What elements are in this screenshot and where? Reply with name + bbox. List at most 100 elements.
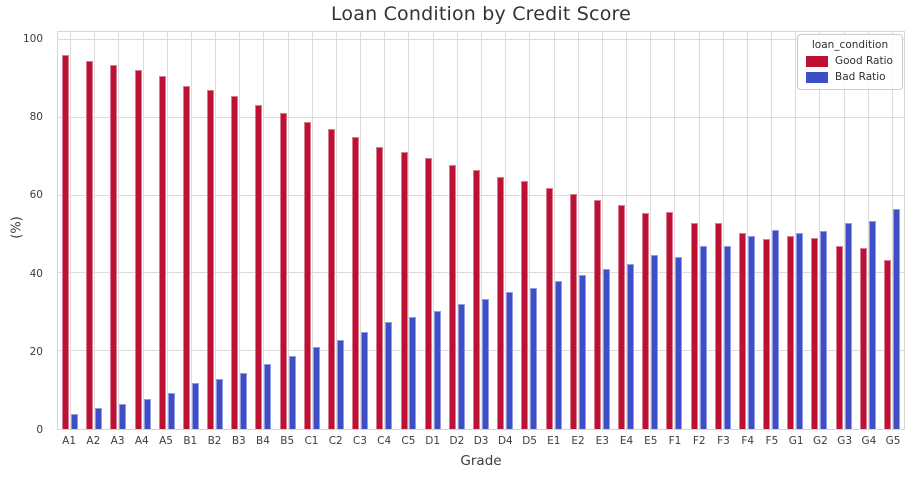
x-tick-label: G2	[812, 435, 828, 447]
vertical-gridline	[553, 32, 555, 429]
vertical-gridline	[408, 32, 410, 429]
good-ratio-bar	[545, 188, 553, 429]
bad-ratio-bar	[482, 299, 489, 429]
legend-item-label: Bad Ratio	[835, 71, 886, 83]
plot-area: loan_condition Good Ratio Bad Ratio	[57, 31, 905, 430]
good-ratio-bar	[690, 223, 698, 429]
good-ratio-bar	[738, 232, 746, 429]
good-ratio-bar	[714, 222, 722, 429]
legend-items: Good Ratio Bad Ratio	[806, 55, 894, 83]
x-tick-label: D4	[497, 435, 513, 447]
good-ratio-bar	[182, 86, 190, 429]
x-axis-title: Grade	[460, 453, 502, 469]
vertical-gridline	[674, 32, 676, 429]
good-ratio-bar	[618, 204, 626, 429]
vertical-gridline	[577, 32, 579, 429]
good-ratio-bar	[352, 137, 360, 429]
bar-group	[735, 32, 759, 429]
good-ratio-bar	[110, 65, 118, 429]
vertical-gridline	[505, 32, 507, 429]
bad-ratio-bar	[844, 223, 852, 429]
bad-ratio-bar	[892, 209, 900, 429]
bad-ratio-bar	[433, 311, 441, 429]
bad-ratio-bar	[796, 232, 804, 429]
bad-ratio-bar	[336, 340, 344, 429]
bad-ratio-bar	[820, 230, 828, 429]
good-ratio-bar	[303, 122, 311, 429]
bad-ratio-bar	[95, 408, 103, 429]
legend-item: Bad Ratio	[806, 71, 894, 83]
x-tick-label: A5	[159, 435, 173, 447]
vertical-gridline	[142, 32, 144, 429]
x-tick-label: B5	[280, 435, 295, 447]
good-ratio-bar	[327, 128, 335, 429]
bar-group	[348, 32, 372, 429]
bad-ratio-bar	[554, 280, 562, 429]
vertical-gridline	[94, 32, 96, 429]
bar-group	[783, 32, 807, 429]
vertical-gridline	[287, 32, 289, 429]
bar-group	[832, 32, 856, 429]
bad-ratio-bar	[747, 236, 755, 429]
good-ratio-bar	[593, 199, 601, 429]
x-tick-label: D1	[425, 435, 441, 447]
legend: loan_condition Good Ratio Bad Ratio	[797, 34, 903, 90]
good-ratio-bar	[62, 55, 70, 429]
vertical-gridline	[360, 32, 362, 429]
good-ratio-bar	[642, 213, 650, 429]
bad-ratio-bar	[240, 372, 248, 429]
x-tick-label: C2	[328, 435, 343, 447]
x-tick-label: A1	[62, 435, 77, 447]
vertical-gridline	[843, 32, 845, 429]
bar-group	[614, 32, 638, 429]
good-ratio-bar	[497, 176, 505, 429]
y-tick-label: 100	[22, 32, 43, 45]
x-tick-label: F3	[717, 435, 730, 447]
good-ratio-bar	[376, 147, 384, 429]
bad-ratio-bar	[772, 229, 780, 429]
bad-ratio-bar	[578, 275, 586, 429]
x-tick-label: F1	[668, 435, 682, 447]
x-tick-label: D5	[522, 435, 537, 447]
bar-group	[203, 32, 227, 429]
y-axis-ticks: 0 20 40 60 80 100	[0, 31, 50, 436]
bad-ratio-bar	[288, 355, 296, 429]
bad-ratio-bar	[457, 303, 465, 429]
bad-ratio-bar	[312, 346, 320, 429]
good-ratio-bar	[787, 236, 795, 429]
legend-title: loan_condition	[811, 39, 889, 51]
good-ratio-bar	[569, 193, 577, 429]
vertical-gridline	[311, 32, 313, 429]
y-tick-label: 60	[29, 189, 43, 202]
bad-ratio-swatch	[806, 71, 828, 83]
x-tick-label: B2	[207, 435, 222, 447]
good-ratio-bar	[448, 165, 456, 429]
vertical-gridline	[771, 32, 773, 429]
bad-ratio-bar	[530, 288, 538, 429]
vertical-gridline	[819, 32, 821, 429]
good-ratio-bar	[134, 70, 142, 429]
bar-group	[638, 32, 662, 429]
x-tick-label: F5	[765, 435, 779, 447]
bad-ratio-bar	[675, 257, 683, 429]
bad-ratio-bar	[385, 321, 393, 429]
x-tick-label: B3	[231, 435, 246, 447]
chart-title: Loan Condition by Credit Score	[330, 3, 632, 25]
x-tick-label: D2	[449, 435, 465, 447]
good-ratio-bar	[231, 95, 239, 429]
x-tick-label: C5	[401, 435, 416, 447]
bar-group	[227, 32, 251, 429]
bar-group	[131, 32, 155, 429]
bad-ratio-bar	[191, 382, 199, 429]
good-ratio-bar	[279, 113, 287, 429]
y-tick-label: 0	[36, 424, 43, 436]
bar-group	[445, 32, 469, 429]
bar-group	[541, 32, 565, 429]
bar-group	[880, 32, 904, 429]
legend-item: Good Ratio	[806, 55, 894, 67]
x-tick-label: G4	[861, 435, 877, 447]
bar-group	[179, 32, 203, 429]
x-tick-label: E4	[619, 435, 634, 447]
bar-group	[686, 32, 710, 429]
good-ratio-bar	[400, 152, 408, 429]
